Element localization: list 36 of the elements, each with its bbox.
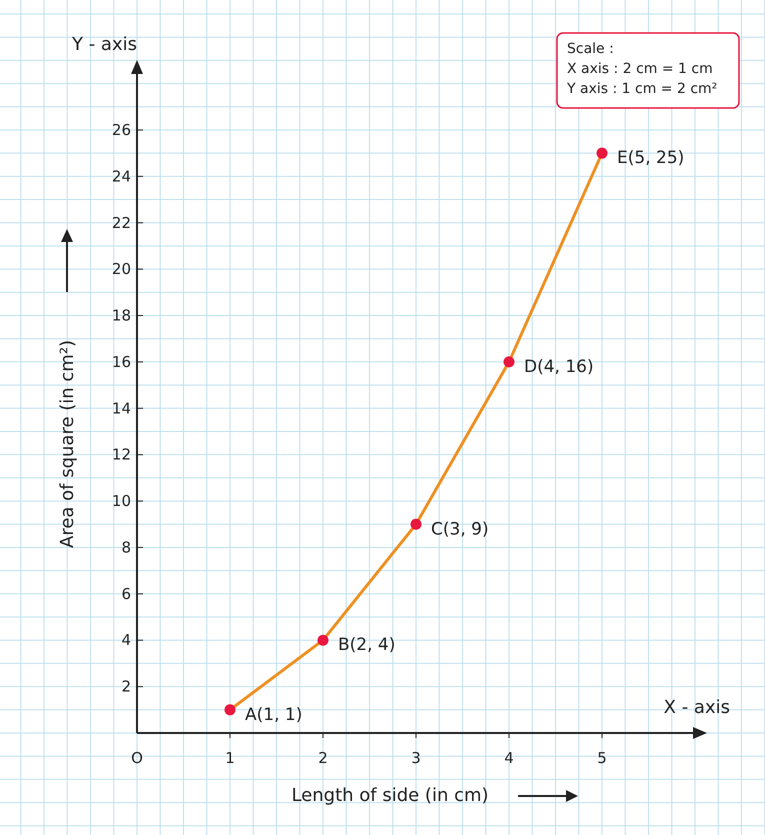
y-tick-label: 22	[112, 214, 131, 232]
y-tick-label: 26	[112, 120, 131, 139]
annotation: B(2, 4)	[338, 635, 396, 656]
annotation: E(5, 25)	[617, 148, 684, 168]
y-tick-label: 4	[121, 631, 131, 650]
y-tick-label: 10	[112, 492, 131, 510]
annotation: C(3, 9)	[431, 519, 489, 540]
annotation: X - axis	[664, 697, 730, 718]
annotation: A(1, 1)	[245, 704, 302, 725]
text: Y - axis	[71, 34, 137, 55]
x-tick-label: 1	[225, 749, 235, 767]
y-axis-title: Area of square (in cm²)	[57, 340, 78, 548]
text: Scale :	[567, 41, 614, 57]
y-tick-label: 8	[121, 538, 131, 556]
point	[596, 148, 608, 159]
x-tick-label: O	[131, 749, 143, 767]
x-axis-title: Length of side (in cm)	[291, 785, 489, 806]
x-tick-label: 5	[597, 749, 607, 767]
x-tick-label: 4	[504, 749, 514, 767]
y-tick-label: 14	[112, 399, 131, 418]
annotation: X axis : 2 cm = 1 cm	[567, 61, 713, 77]
x-tick-label: 3	[411, 749, 421, 767]
point	[504, 356, 514, 368]
x-tick-label: 2	[318, 749, 328, 767]
annotation: D(4, 16)	[524, 356, 594, 377]
y-tick-label: 16	[112, 352, 131, 371]
point	[410, 518, 422, 530]
y-tick-label: 12	[112, 446, 131, 464]
y-tick-label: 6	[121, 584, 131, 603]
y-tick-label: 24	[112, 167, 131, 186]
y-tick-label: 18	[112, 306, 131, 325]
y-tick-label: 20	[112, 260, 131, 278]
point	[318, 634, 328, 646]
point	[224, 704, 236, 716]
y-tick-label: 2	[121, 678, 131, 696]
annotation: Y axis : 1 cm = 2 cm²	[566, 81, 718, 97]
